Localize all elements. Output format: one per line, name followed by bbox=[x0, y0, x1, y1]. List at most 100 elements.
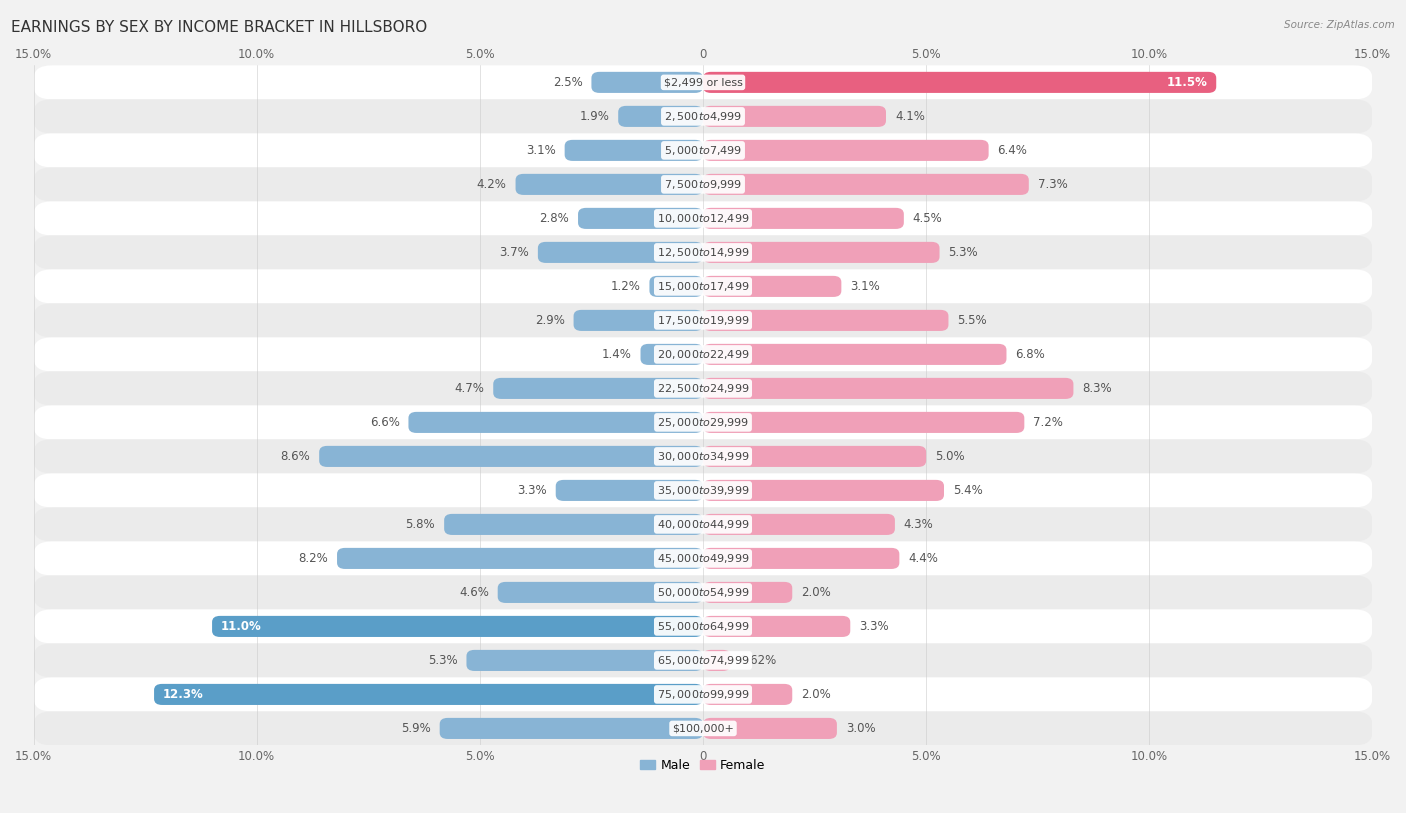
Text: 2.5%: 2.5% bbox=[553, 76, 582, 89]
FancyBboxPatch shape bbox=[578, 208, 703, 229]
FancyBboxPatch shape bbox=[703, 446, 927, 467]
Text: 4.5%: 4.5% bbox=[912, 212, 942, 225]
FancyBboxPatch shape bbox=[34, 337, 1372, 372]
Text: 1.9%: 1.9% bbox=[579, 110, 609, 123]
Text: 2.9%: 2.9% bbox=[534, 314, 565, 327]
Text: 8.2%: 8.2% bbox=[298, 552, 328, 565]
Text: 5.3%: 5.3% bbox=[949, 246, 979, 259]
Text: 8.3%: 8.3% bbox=[1083, 382, 1112, 395]
FancyBboxPatch shape bbox=[703, 684, 792, 705]
FancyBboxPatch shape bbox=[703, 514, 894, 535]
Text: $30,000 to $34,999: $30,000 to $34,999 bbox=[657, 450, 749, 463]
FancyBboxPatch shape bbox=[34, 541, 1372, 576]
FancyBboxPatch shape bbox=[703, 174, 1029, 195]
Text: 1.2%: 1.2% bbox=[610, 280, 641, 293]
FancyBboxPatch shape bbox=[641, 344, 703, 365]
FancyBboxPatch shape bbox=[650, 276, 703, 297]
FancyBboxPatch shape bbox=[703, 480, 943, 501]
Text: $10,000 to $12,499: $10,000 to $12,499 bbox=[657, 212, 749, 225]
FancyBboxPatch shape bbox=[574, 310, 703, 331]
FancyBboxPatch shape bbox=[34, 269, 1372, 303]
Text: 11.0%: 11.0% bbox=[221, 620, 262, 633]
Text: $40,000 to $44,999: $40,000 to $44,999 bbox=[657, 518, 749, 531]
Text: 0.62%: 0.62% bbox=[740, 654, 778, 667]
Text: $22,500 to $24,999: $22,500 to $24,999 bbox=[657, 382, 749, 395]
Text: EARNINGS BY SEX BY INCOME BRACKET IN HILLSBORO: EARNINGS BY SEX BY INCOME BRACKET IN HIL… bbox=[11, 20, 427, 35]
Text: 5.3%: 5.3% bbox=[427, 654, 457, 667]
Text: 6.8%: 6.8% bbox=[1015, 348, 1045, 361]
Text: 3.0%: 3.0% bbox=[846, 722, 876, 735]
FancyBboxPatch shape bbox=[34, 507, 1372, 541]
Text: 7.2%: 7.2% bbox=[1033, 416, 1063, 429]
Text: 4.6%: 4.6% bbox=[458, 586, 489, 599]
FancyBboxPatch shape bbox=[703, 548, 900, 569]
Text: 1.4%: 1.4% bbox=[602, 348, 631, 361]
FancyBboxPatch shape bbox=[703, 241, 939, 263]
Text: 2.8%: 2.8% bbox=[540, 212, 569, 225]
FancyBboxPatch shape bbox=[703, 378, 1073, 399]
FancyBboxPatch shape bbox=[34, 406, 1372, 439]
FancyBboxPatch shape bbox=[494, 378, 703, 399]
FancyBboxPatch shape bbox=[337, 548, 703, 569]
Text: 7.3%: 7.3% bbox=[1038, 178, 1067, 191]
Text: $17,500 to $19,999: $17,500 to $19,999 bbox=[657, 314, 749, 327]
Text: 8.6%: 8.6% bbox=[281, 450, 311, 463]
Text: 4.2%: 4.2% bbox=[477, 178, 506, 191]
FancyBboxPatch shape bbox=[516, 174, 703, 195]
FancyBboxPatch shape bbox=[34, 65, 1372, 99]
FancyBboxPatch shape bbox=[34, 202, 1372, 236]
Legend: Male, Female: Male, Female bbox=[636, 754, 770, 776]
FancyBboxPatch shape bbox=[34, 133, 1372, 167]
FancyBboxPatch shape bbox=[319, 446, 703, 467]
Text: 3.7%: 3.7% bbox=[499, 246, 529, 259]
FancyBboxPatch shape bbox=[619, 106, 703, 127]
FancyBboxPatch shape bbox=[440, 718, 703, 739]
FancyBboxPatch shape bbox=[155, 684, 703, 705]
FancyBboxPatch shape bbox=[34, 711, 1372, 746]
Text: 2.0%: 2.0% bbox=[801, 688, 831, 701]
FancyBboxPatch shape bbox=[703, 582, 792, 603]
Text: 4.3%: 4.3% bbox=[904, 518, 934, 531]
Text: 4.1%: 4.1% bbox=[894, 110, 925, 123]
FancyBboxPatch shape bbox=[538, 241, 703, 263]
Text: $2,499 or less: $2,499 or less bbox=[664, 77, 742, 87]
Text: 5.0%: 5.0% bbox=[935, 450, 965, 463]
FancyBboxPatch shape bbox=[498, 582, 703, 603]
FancyBboxPatch shape bbox=[703, 718, 837, 739]
Text: $5,000 to $7,499: $5,000 to $7,499 bbox=[664, 144, 742, 157]
Text: 3.1%: 3.1% bbox=[851, 280, 880, 293]
Text: 2.0%: 2.0% bbox=[801, 586, 831, 599]
FancyBboxPatch shape bbox=[565, 140, 703, 161]
Text: 5.4%: 5.4% bbox=[953, 484, 983, 497]
Text: 4.4%: 4.4% bbox=[908, 552, 938, 565]
Text: $65,000 to $74,999: $65,000 to $74,999 bbox=[657, 654, 749, 667]
Text: $2,500 to $4,999: $2,500 to $4,999 bbox=[664, 110, 742, 123]
FancyBboxPatch shape bbox=[703, 412, 1025, 433]
FancyBboxPatch shape bbox=[703, 208, 904, 229]
FancyBboxPatch shape bbox=[34, 372, 1372, 406]
Text: 3.1%: 3.1% bbox=[526, 144, 555, 157]
FancyBboxPatch shape bbox=[34, 303, 1372, 337]
FancyBboxPatch shape bbox=[34, 677, 1372, 711]
FancyBboxPatch shape bbox=[592, 72, 703, 93]
FancyBboxPatch shape bbox=[34, 439, 1372, 473]
Text: $12,500 to $14,999: $12,500 to $14,999 bbox=[657, 246, 749, 259]
FancyBboxPatch shape bbox=[555, 480, 703, 501]
Text: 3.3%: 3.3% bbox=[859, 620, 889, 633]
FancyBboxPatch shape bbox=[34, 610, 1372, 643]
Text: $45,000 to $49,999: $45,000 to $49,999 bbox=[657, 552, 749, 565]
Text: 3.3%: 3.3% bbox=[517, 484, 547, 497]
Text: 6.6%: 6.6% bbox=[370, 416, 399, 429]
FancyBboxPatch shape bbox=[703, 310, 949, 331]
Text: $75,000 to $99,999: $75,000 to $99,999 bbox=[657, 688, 749, 701]
Text: 5.5%: 5.5% bbox=[957, 314, 987, 327]
FancyBboxPatch shape bbox=[703, 140, 988, 161]
Text: $35,000 to $39,999: $35,000 to $39,999 bbox=[657, 484, 749, 497]
Text: 6.4%: 6.4% bbox=[997, 144, 1028, 157]
Text: 12.3%: 12.3% bbox=[163, 688, 204, 701]
FancyBboxPatch shape bbox=[409, 412, 703, 433]
FancyBboxPatch shape bbox=[703, 276, 841, 297]
FancyBboxPatch shape bbox=[444, 514, 703, 535]
Text: Source: ZipAtlas.com: Source: ZipAtlas.com bbox=[1284, 20, 1395, 30]
FancyBboxPatch shape bbox=[34, 167, 1372, 202]
